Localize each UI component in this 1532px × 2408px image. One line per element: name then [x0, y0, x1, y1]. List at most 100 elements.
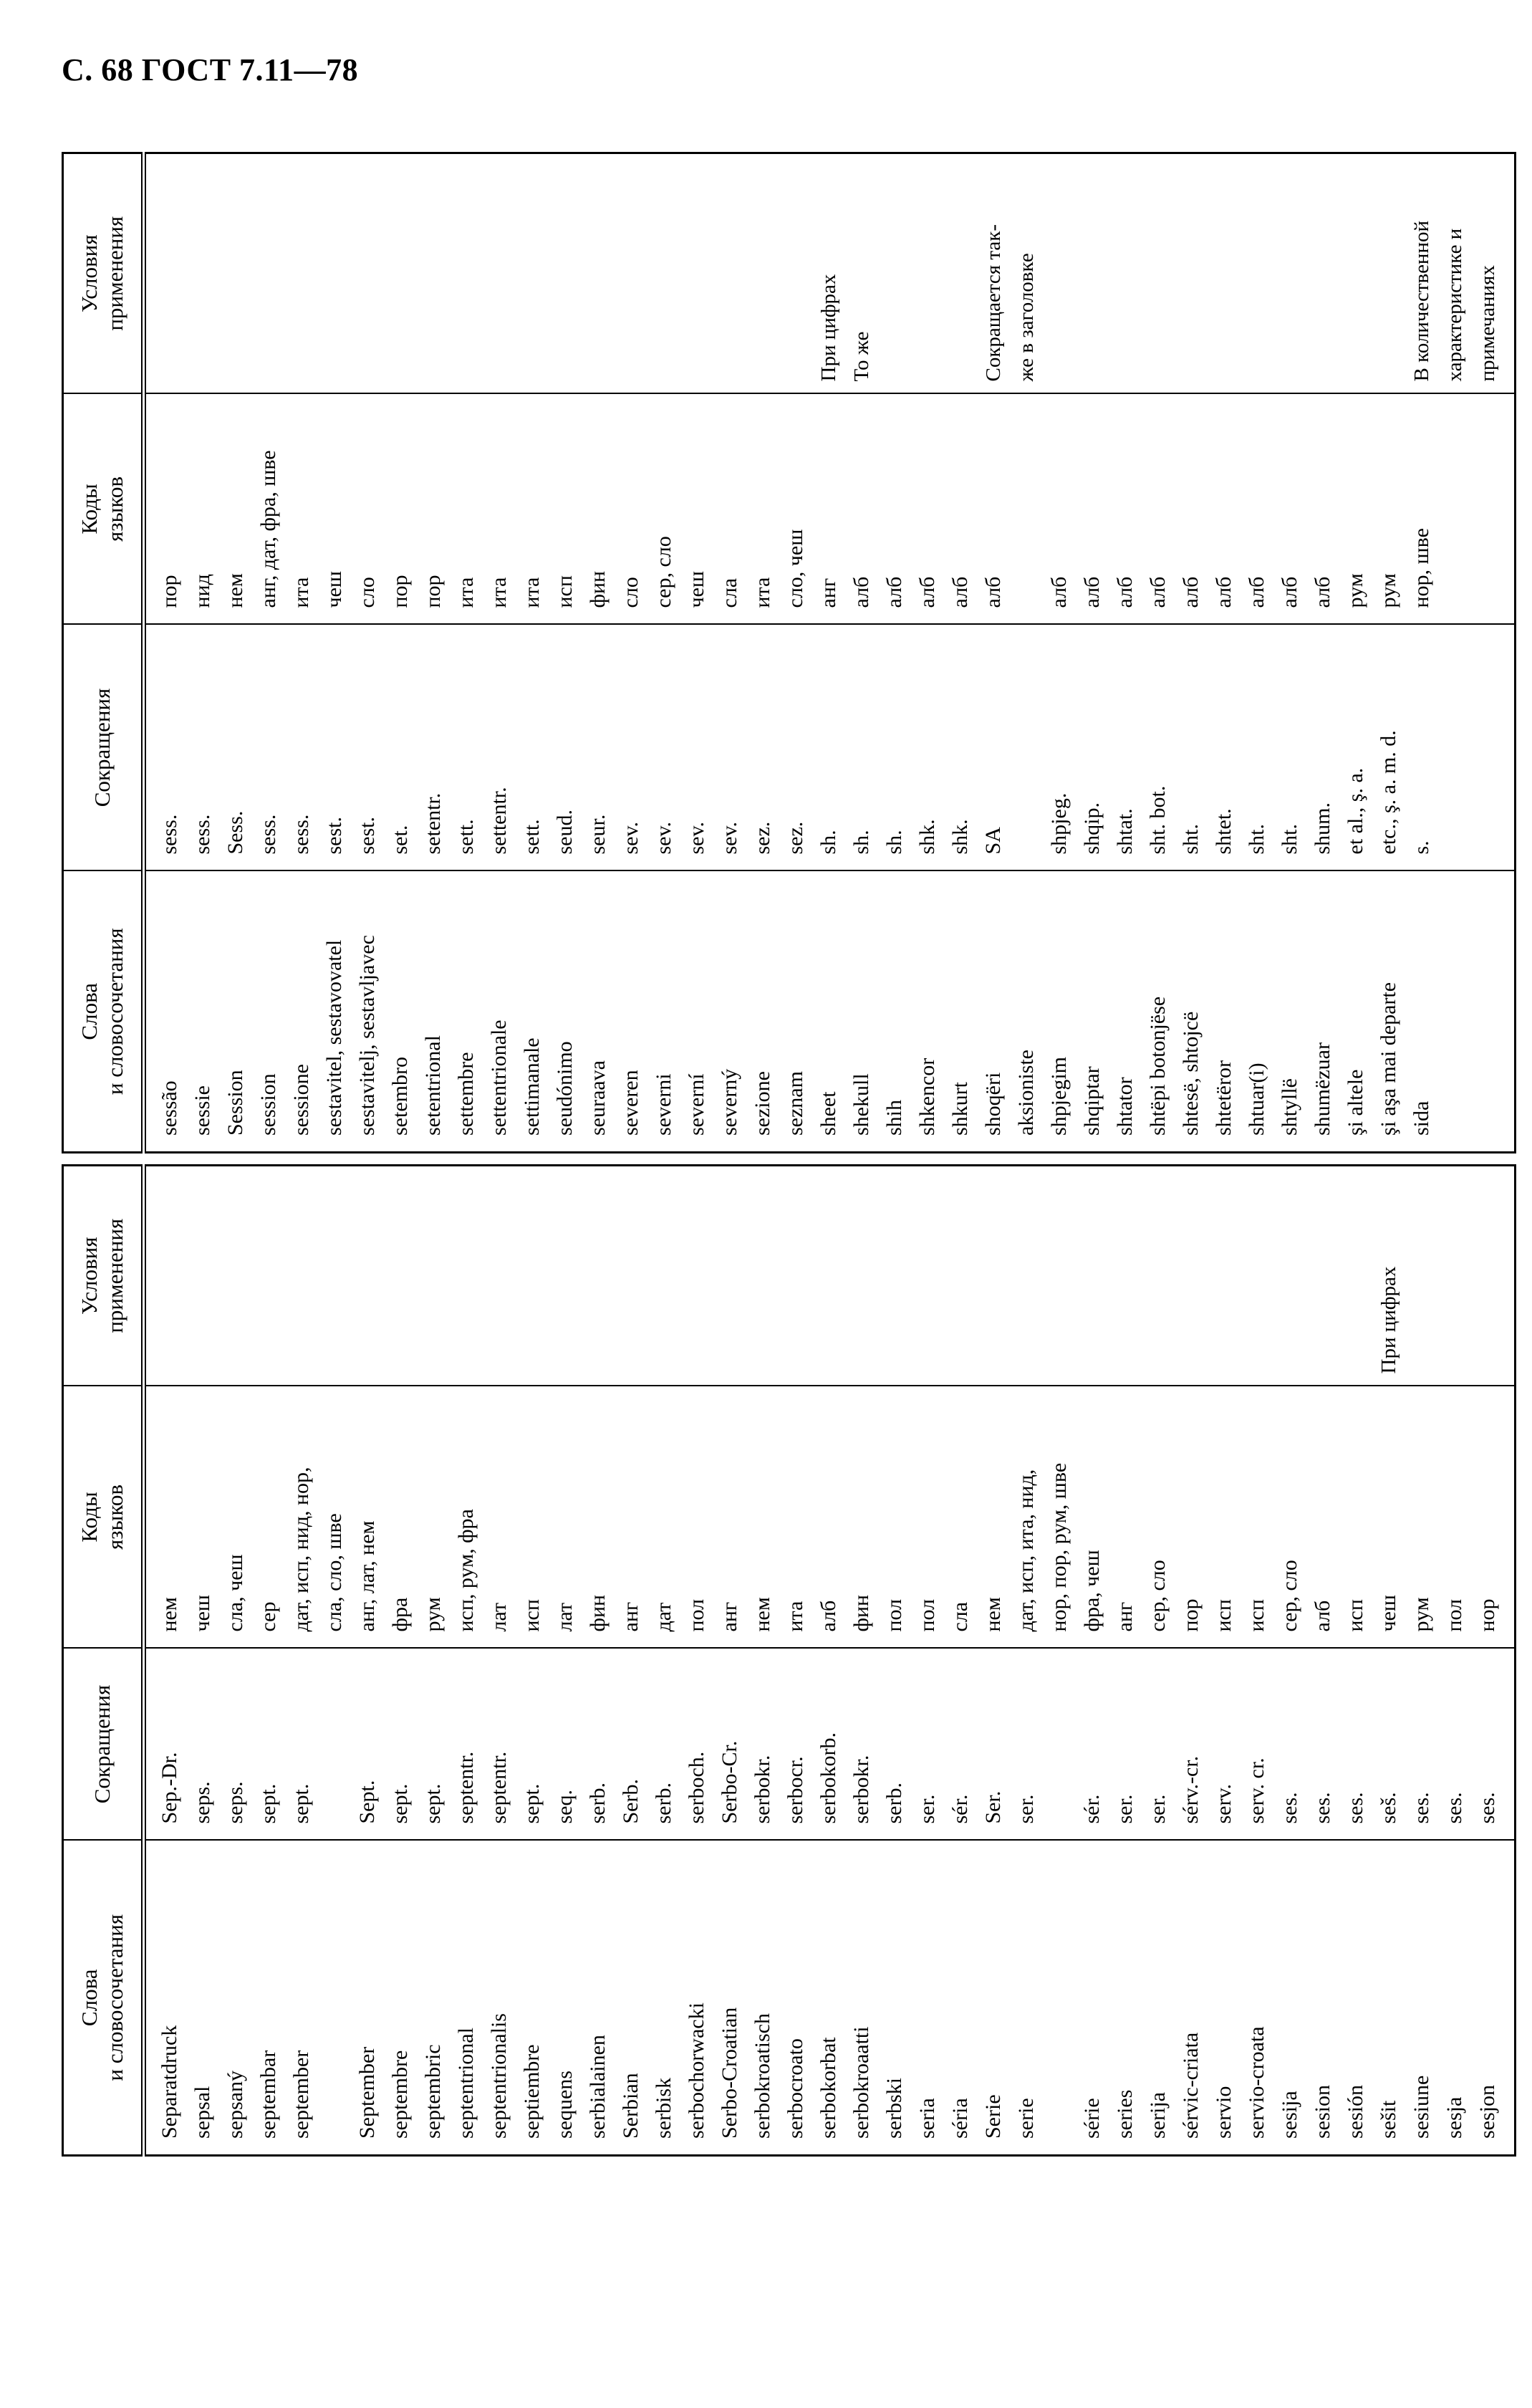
cell-conditions — [812, 1165, 845, 1386]
cell-language-codes: алб — [1076, 393, 1109, 625]
cell-conditions: То же — [845, 153, 878, 394]
table-row: shtuar(i) sht. алб — [1240, 153, 1273, 1153]
cell-abbreviation: sev. — [680, 624, 713, 871]
cell-conditions — [252, 153, 285, 394]
table-row: sida s. нор, шве В количественной характери… — [1405, 153, 1516, 1153]
cell-abbreviation: ses. — [1306, 1648, 1339, 1841]
cell-abbreviation: et al., ş. a. — [1339, 624, 1372, 871]
cell-abbreviation: sht. — [1273, 624, 1306, 871]
cell-conditions — [1142, 153, 1175, 394]
cell-language-codes: анг — [713, 1386, 746, 1649]
cell-language-codes: ита — [450, 393, 483, 625]
table-lower-block: Слова и словосочетания Сокращения Коды я… — [62, 1165, 1516, 2157]
cell-language-codes: сер, сло — [1142, 1386, 1175, 1649]
table-row: şi altele et al., ş. a. рум — [1339, 153, 1372, 1153]
cell-abbreviation: sev. — [615, 624, 647, 871]
cell-abbreviation: sev. — [713, 624, 746, 871]
table-row: sesija ses. сер, сло — [1273, 1165, 1306, 2156]
cell-language-codes: нид — [186, 393, 219, 625]
cell-language-codes: пол — [680, 1386, 713, 1649]
cell-word: serija — [1142, 1840, 1175, 2156]
cell-abbreviation: sér. — [1076, 1648, 1109, 1841]
cell-word: sérvic-criata — [1175, 1840, 1208, 2156]
table-row: septembre sept. фра — [384, 1165, 417, 2156]
table-row: septentrional septentr. исп, рум, фра — [450, 1165, 483, 2156]
cell-language-codes: ита — [285, 393, 318, 625]
cell-language-codes: рум — [1372, 393, 1405, 625]
cell-abbreviation: serb. — [878, 1648, 911, 1841]
cell-language-codes: сер, сло — [1273, 1386, 1306, 1649]
cell-language-codes: чеш — [680, 393, 713, 625]
cell-language-codes: сла — [944, 1386, 977, 1649]
cell-language-codes: алб — [1208, 393, 1240, 625]
table-row: shtator shtat. алб — [1109, 153, 1142, 1153]
cell-language-codes: алб — [1306, 1386, 1339, 1649]
page-header: С. 68 ГОСТ 7.11—78 — [62, 52, 359, 87]
cell-word: seznam — [779, 870, 812, 1153]
cell-conditions — [1273, 1165, 1306, 1386]
table-row: severný sev. сла — [713, 153, 746, 1153]
cell-abbreviation: sept. — [252, 1648, 285, 1841]
table-row: sessie sess. нид — [186, 153, 219, 1153]
cell-word: serbokroaatti — [845, 1840, 878, 2156]
table-row: shkencor shk. алб — [911, 153, 944, 1153]
table-row: sesión ses. исп — [1339, 1165, 1372, 2156]
cell-abbreviation: sess. — [252, 624, 285, 871]
cell-conditions — [516, 1165, 549, 1386]
cell-word: Serbo-Croatian — [713, 1840, 746, 2156]
cell-conditions — [1339, 1165, 1372, 1386]
table-row: setembro set. пор — [384, 153, 417, 1153]
column-header-word: Слова и словосочетания — [62, 870, 144, 1153]
cell-word: shoqëri aksioniste — [977, 870, 1043, 1153]
cell-conditions: При цифрах — [812, 153, 845, 394]
cell-abbreviation: ser. — [1010, 1648, 1076, 1841]
cell-abbreviation: serb. — [647, 1648, 680, 1841]
table-row: serbokroatisch serbokr. нем — [746, 1165, 779, 2156]
cell-abbreviation: sht. — [1175, 624, 1208, 871]
table-row: serbski serb. пол — [878, 1165, 911, 2156]
cell-language-codes: сло, чеш — [779, 393, 812, 625]
cell-conditions — [1076, 1165, 1109, 1386]
cell-language-codes: алб — [977, 393, 1043, 625]
cell-abbreviation: serboch. — [680, 1648, 713, 1841]
cell-abbreviation: seps. — [186, 1648, 219, 1841]
cell-language-codes: дат, исп, нид, нор, сла, сло, шве — [285, 1386, 351, 1649]
cell-language-codes: анг, лат, нем — [351, 1386, 384, 1649]
table-row: seria ser. пол — [911, 1165, 944, 2156]
table-row: servio-croata serv. cr. исп — [1240, 1165, 1273, 2156]
cell-language-codes: алб — [1306, 393, 1339, 625]
cell-conditions — [417, 1165, 450, 1386]
cell-word: sessie — [186, 870, 219, 1153]
cell-word: severní — [680, 870, 713, 1153]
cell-language-codes: алб — [1109, 393, 1142, 625]
table-row: sestavitelj, sestavljavec sest. сло — [351, 153, 384, 1153]
cell-word: seria — [911, 1840, 944, 2156]
table-row: settentrionale settentr. ита — [483, 153, 516, 1153]
cell-word: severen — [615, 870, 647, 1153]
cell-word: sida — [1405, 870, 1516, 1153]
table-row: september sept. дат, исп, нид, нор, сла, с… — [285, 1165, 351, 2156]
cell-conditions — [779, 153, 812, 394]
column-header-codes: Коды языков — [62, 1386, 144, 1649]
cell-word: sesión — [1339, 1840, 1372, 2156]
table-body: Separatdruck Sep.-Dr. нем sepsal seps. чеш sep… — [143, 1165, 1516, 2156]
cell-abbreviation: sev. — [647, 624, 680, 871]
cell-conditions — [1405, 1165, 1438, 1386]
cell-conditions — [1240, 1165, 1273, 1386]
table-row: septembar sept. сер — [252, 1165, 285, 2156]
cell-word: Serie — [977, 1840, 1010, 2156]
cell-word: septentrional — [450, 1840, 483, 2156]
cell-word: sepsaný — [219, 1840, 252, 2156]
cell-abbreviation: sér. — [944, 1648, 977, 1841]
table-upper-block: Слова и словосочетания Сокращения Коды я… — [62, 153, 1516, 1153]
cell-word: Serbian — [615, 1840, 647, 2156]
cell-abbreviation: sett. — [516, 624, 549, 871]
cell-conditions — [1273, 153, 1306, 394]
table-row: serbochorwacki serboch. пол — [680, 1165, 713, 2156]
cell-language-codes: сла — [713, 393, 746, 625]
cell-word: Separatdruck — [143, 1840, 186, 2156]
table-row: seznam sez. сло, чеш — [779, 153, 812, 1153]
cell-conditions — [450, 153, 483, 394]
cell-conditions — [615, 1165, 647, 1386]
cell-conditions — [1109, 1165, 1142, 1386]
